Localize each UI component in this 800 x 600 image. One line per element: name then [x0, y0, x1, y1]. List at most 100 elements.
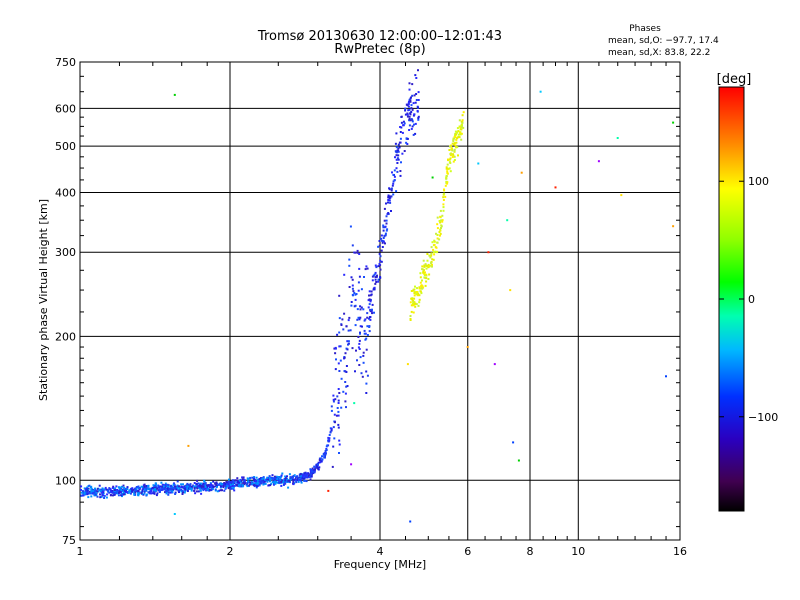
o-mode-point	[236, 479, 239, 482]
o-mode-point	[355, 349, 357, 352]
o-mode-point	[354, 298, 357, 301]
x-mode-point	[447, 158, 450, 161]
o-mode-point	[123, 493, 126, 496]
o-mode-point	[406, 137, 409, 140]
x-mode-point	[435, 232, 437, 235]
o-mode-point	[399, 174, 402, 177]
x-mode-point	[436, 216, 439, 219]
o-mode-point	[368, 303, 371, 306]
o-mode-point	[143, 492, 146, 495]
o-mode-point	[333, 437, 336, 440]
o-mode-point	[170, 490, 173, 493]
o-mode-point	[234, 479, 236, 482]
x-mode-point	[442, 209, 445, 212]
o-mode-point	[284, 475, 287, 478]
o-mode-point	[373, 288, 376, 291]
o-mode-point	[137, 491, 140, 494]
x-mode-point	[446, 182, 449, 185]
x-mode-point	[461, 119, 464, 122]
colorbar-tick-label: 100	[748, 175, 769, 188]
o-mode-point	[343, 356, 346, 359]
o-mode-point	[343, 370, 346, 373]
stray-point	[493, 363, 496, 366]
o-mode-point	[130, 489, 133, 492]
o-mode-point	[145, 487, 148, 489]
o-mode-point	[199, 489, 202, 492]
o-mode-point	[358, 275, 361, 278]
o-mode-point	[331, 465, 334, 468]
o-mode-point	[86, 490, 89, 493]
o-mode-point	[345, 406, 347, 409]
o-mode-point	[384, 232, 387, 235]
o-mode-point	[382, 224, 385, 227]
o-mode-point	[278, 481, 280, 484]
o-mode-point	[344, 400, 347, 403]
o-mode-point	[135, 488, 138, 491]
x-mode-point	[419, 276, 422, 279]
o-mode-point	[176, 484, 179, 487]
o-mode-point	[358, 364, 361, 366]
x-mode-point	[439, 232, 442, 235]
stray-point	[520, 171, 523, 174]
o-mode-point	[397, 147, 400, 150]
o-mode-point	[351, 287, 354, 290]
o-mode-point	[87, 487, 90, 490]
o-mode-point	[82, 494, 85, 497]
o-mode-point	[223, 483, 225, 486]
o-mode-point	[137, 485, 140, 488]
o-mode-point	[273, 483, 275, 486]
o-mode-point	[410, 111, 413, 113]
x-mode-point	[425, 277, 428, 280]
o-mode-point	[351, 278, 354, 281]
o-mode-point	[414, 122, 417, 125]
o-mode-point	[341, 318, 344, 321]
o-mode-point	[95, 491, 98, 494]
o-mode-point	[362, 361, 365, 364]
o-mode-point	[396, 157, 399, 160]
o-mode-point	[280, 475, 283, 478]
o-mode-point	[218, 483, 220, 486]
o-mode-point	[124, 491, 127, 494]
o-mode-point	[289, 478, 292, 481]
o-mode-point	[306, 476, 309, 479]
o-mode-point	[332, 400, 335, 403]
o-mode-point	[408, 129, 411, 131]
x-mode-point	[458, 136, 461, 139]
o-mode-point	[166, 487, 169, 490]
o-mode-point	[260, 482, 262, 485]
o-mode-point	[334, 352, 337, 355]
o-mode-point	[252, 484, 255, 486]
o-mode-point	[117, 492, 120, 494]
x-mode-point	[441, 219, 444, 222]
o-mode-point	[260, 479, 263, 482]
o-mode-point	[280, 479, 283, 482]
o-mode-point	[143, 490, 146, 493]
x-mode-point	[442, 206, 445, 209]
o-mode-point	[196, 479, 199, 482]
x-mode-point	[446, 170, 449, 173]
o-mode-point	[374, 271, 377, 274]
o-mode-point	[231, 481, 234, 484]
x-mode-point	[449, 145, 451, 148]
o-mode-point	[223, 489, 226, 492]
o-mode-point	[401, 131, 404, 134]
o-mode-point	[406, 103, 409, 106]
o-mode-point	[183, 487, 186, 490]
x-mode-point	[425, 280, 428, 283]
o-mode-point	[413, 113, 416, 116]
x-mode-point	[436, 241, 439, 244]
o-mode-point	[158, 490, 161, 493]
o-mode-point	[88, 484, 91, 487]
x-mode-point	[412, 311, 415, 314]
x-mode-point	[449, 154, 452, 157]
o-mode-point	[311, 467, 314, 470]
o-mode-point	[393, 169, 396, 172]
x-mode-point	[415, 293, 418, 296]
o-mode-point	[232, 483, 234, 486]
o-mode-point	[271, 474, 274, 477]
o-mode-point	[413, 123, 415, 126]
o-mode-point	[365, 265, 368, 268]
o-mode-point	[370, 310, 373, 313]
o-mode-point	[371, 279, 374, 282]
o-mode-point	[373, 273, 376, 276]
